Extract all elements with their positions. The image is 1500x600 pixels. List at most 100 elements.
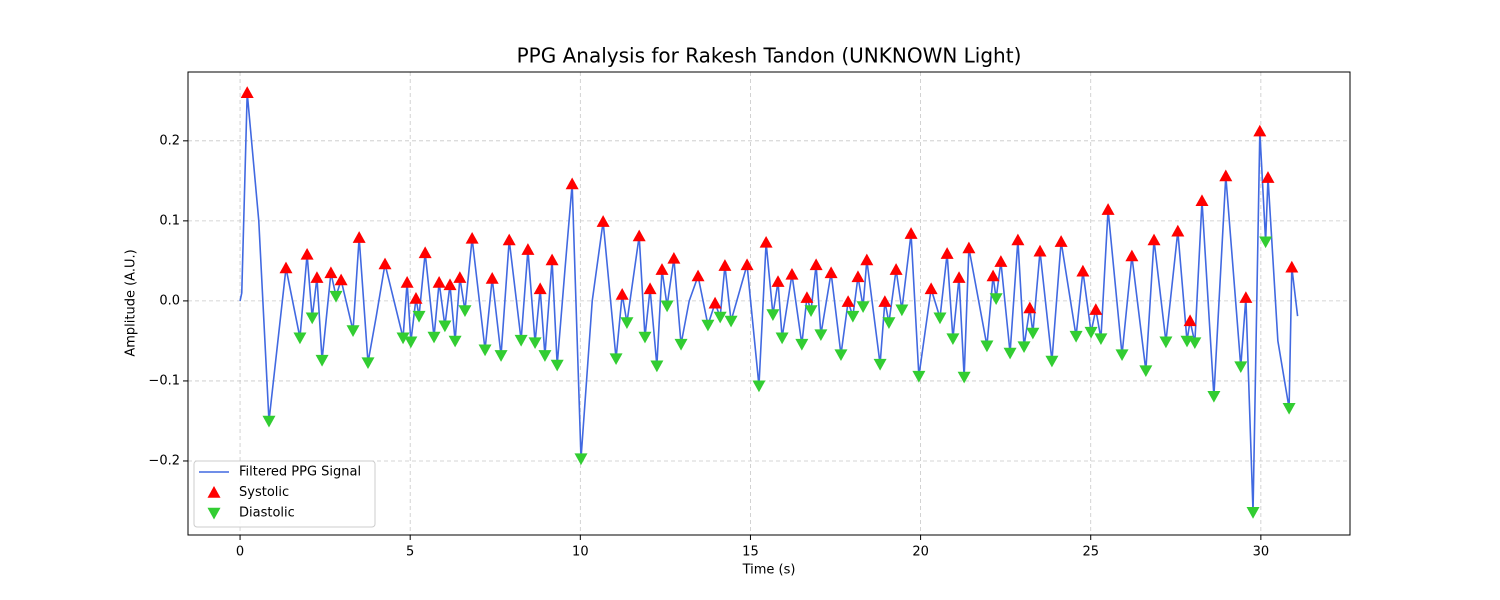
- peak-marker: [824, 266, 838, 279]
- x-axis-label: Time (s): [742, 563, 796, 578]
- peak-marker: [1253, 124, 1267, 137]
- peak-marker: [453, 271, 467, 283]
- peak-marker: [478, 344, 492, 357]
- peak-marker: [305, 312, 319, 325]
- peak-marker: [514, 334, 528, 347]
- peak-marker: [1076, 264, 1090, 277]
- peak-marker: [432, 275, 446, 288]
- peak-marker: [465, 231, 479, 244]
- peak-marker: [615, 287, 629, 300]
- peak-marker: [361, 357, 375, 370]
- peak-marker: [412, 310, 426, 323]
- peak-marker: [1259, 236, 1273, 249]
- legend-marker: [207, 486, 221, 498]
- peak-marker: [1239, 291, 1253, 303]
- x-tick-label: 25: [1082, 545, 1099, 560]
- peak-marker: [957, 371, 971, 384]
- peak-marker: [528, 337, 542, 350]
- peak-marker: [724, 315, 738, 328]
- peak-marker: [502, 233, 516, 246]
- peak-marker: [409, 291, 423, 304]
- peak-marker: [620, 317, 634, 330]
- peak-marker: [310, 271, 324, 283]
- peak-marker: [448, 335, 462, 348]
- peak-marker: [609, 353, 623, 366]
- peak-marker: [1147, 233, 1161, 246]
- peak-marker: [1011, 233, 1025, 246]
- peak-marker: [596, 215, 610, 227]
- peak-marker: [1188, 337, 1202, 350]
- peak-marker: [1183, 314, 1197, 327]
- peak-marker: [795, 338, 809, 351]
- peak-marker: [650, 360, 664, 373]
- x-tick-label: 30: [1253, 545, 1270, 560]
- peak-marker: [1125, 249, 1139, 262]
- peak-marker: [834, 349, 848, 362]
- peak-marker: [262, 415, 276, 428]
- peak-marker: [873, 358, 887, 371]
- peak-marker: [574, 453, 588, 466]
- peak-marker: [438, 320, 452, 333]
- peak-marker: [933, 312, 947, 325]
- peak-marker: [860, 253, 874, 266]
- peak-marker: [632, 229, 646, 242]
- peak-marker: [771, 275, 785, 287]
- peak-marker: [334, 273, 348, 286]
- peak-marker: [1246, 506, 1260, 519]
- peak-marker: [1023, 301, 1037, 314]
- peak-marker: [565, 177, 579, 190]
- peak-marker: [533, 282, 547, 295]
- peak-marker: [443, 278, 457, 291]
- peak-marker: [962, 241, 976, 254]
- peak-marker: [1207, 390, 1221, 403]
- peak-marker: [1261, 171, 1275, 183]
- peak-marker: [1285, 260, 1299, 273]
- plot-frame: [187, 71, 1351, 536]
- peak-marker: [545, 253, 559, 266]
- peak-marker: [1033, 244, 1047, 257]
- peak-marker: [804, 305, 818, 318]
- peak-marker: [655, 263, 669, 275]
- y-tick-label: 0.1: [159, 213, 180, 228]
- peak-marker: [1101, 203, 1115, 215]
- peak-marker: [856, 301, 870, 314]
- x-tick-label: 0: [236, 545, 244, 560]
- peak-marker: [851, 270, 865, 283]
- peak-marker: [952, 271, 966, 283]
- peak-marker: [494, 350, 508, 362]
- peak-marker: [841, 295, 855, 307]
- peak-marker: [740, 258, 754, 271]
- legend-label: Filtered PPG Signal: [239, 465, 361, 480]
- peak-marker: [427, 331, 441, 344]
- peak-marker: [293, 332, 307, 345]
- peak-marker: [718, 259, 732, 271]
- peak-marker: [329, 290, 343, 303]
- peak-marker: [752, 380, 766, 393]
- peak-marker: [1089, 303, 1103, 315]
- peak-marker: [994, 255, 1008, 267]
- peak-marker: [1084, 326, 1098, 339]
- peak-marker: [300, 247, 314, 260]
- peak-marker: [980, 340, 994, 353]
- peak-marker: [878, 295, 892, 307]
- peak-marker: [989, 293, 1003, 305]
- peak-marker: [404, 336, 418, 349]
- peak-marker: [418, 246, 432, 259]
- peak-marker: [324, 266, 338, 279]
- peak-marker: [1139, 365, 1153, 378]
- peak-marker: [1003, 347, 1017, 360]
- peak-marker: [785, 267, 799, 280]
- peak-marker: [895, 304, 909, 317]
- x-tick-label: 15: [742, 545, 759, 560]
- peak-marker: [674, 338, 688, 351]
- x-tick-label: 10: [572, 545, 589, 560]
- peak-marker: [1219, 169, 1233, 182]
- peak-marker: [458, 305, 472, 318]
- peak-marker: [924, 282, 938, 295]
- peak-marker: [1054, 235, 1068, 247]
- peak-marker: [1195, 194, 1209, 207]
- legend-box: [193, 460, 376, 528]
- peak-marker: [691, 269, 705, 282]
- peak-marker: [1234, 361, 1248, 374]
